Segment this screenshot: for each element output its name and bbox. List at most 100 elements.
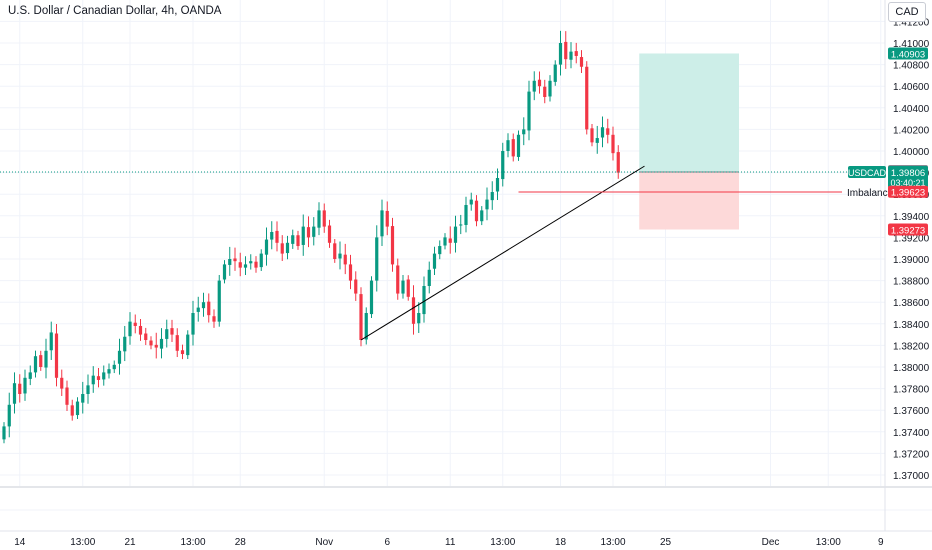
candle-body bbox=[217, 280, 221, 322]
candle-body bbox=[396, 265, 400, 294]
x-tick-label: 18 bbox=[555, 537, 567, 548]
candle-body bbox=[49, 332, 53, 351]
candle-body bbox=[511, 139, 515, 157]
candle-body bbox=[380, 210, 384, 237]
candle-body bbox=[285, 242, 290, 254]
candle-body bbox=[338, 253, 342, 259]
candle-body bbox=[123, 336, 127, 352]
y-tick-label: 1.37600 bbox=[893, 406, 930, 417]
candle-body bbox=[558, 43, 563, 65]
candle-body bbox=[490, 192, 494, 201]
candle-body bbox=[264, 239, 269, 255]
candle-body bbox=[254, 261, 258, 268]
y-tick-label: 1.38400 bbox=[893, 320, 930, 331]
candle-body bbox=[616, 152, 620, 173]
x-tick-label: 9 bbox=[878, 537, 884, 548]
currency-button[interactable]: CAD bbox=[888, 2, 926, 22]
current-price-text: 1.39806 bbox=[891, 168, 925, 179]
candle-body bbox=[249, 261, 253, 264]
candle-body bbox=[469, 199, 473, 205]
candle-body bbox=[154, 344, 158, 348]
candle-body bbox=[306, 227, 311, 238]
candle-body bbox=[233, 258, 237, 262]
candle-body bbox=[12, 383, 17, 404]
candle-body bbox=[553, 64, 557, 82]
candle-body bbox=[333, 243, 337, 259]
candle-body bbox=[390, 226, 395, 265]
trendline bbox=[360, 165, 645, 341]
candle-body bbox=[201, 302, 206, 309]
candle-body bbox=[432, 253, 437, 269]
price-tag-target bbox=[888, 47, 928, 60]
candle-body bbox=[70, 405, 74, 416]
candle-body bbox=[165, 329, 169, 339]
candle-body bbox=[270, 232, 274, 240]
y-tick-label: 1.39000 bbox=[893, 255, 930, 266]
loss-zone bbox=[639, 171, 739, 230]
x-tick-label: 28 bbox=[235, 537, 247, 548]
y-tick-label: 1.37800 bbox=[893, 385, 930, 396]
candle-body bbox=[569, 51, 573, 60]
candle-body bbox=[574, 51, 578, 56]
candle-body bbox=[595, 138, 599, 143]
candle-body bbox=[427, 269, 431, 286]
candle-body bbox=[385, 210, 389, 227]
grid bbox=[0, 0, 932, 532]
y-tick-label: 1.39200 bbox=[893, 233, 930, 244]
candle-body bbox=[527, 91, 531, 131]
price-tag-text-imbalance: 1.39623 bbox=[891, 188, 925, 199]
candle-body bbox=[280, 243, 284, 254]
y-tick-label: 1.39400 bbox=[893, 212, 930, 223]
y-tick-label: 1.40800 bbox=[893, 61, 930, 72]
candle-body bbox=[102, 372, 106, 380]
candle-body bbox=[212, 316, 216, 322]
candle-body bbox=[590, 128, 594, 143]
candle-body bbox=[438, 246, 442, 255]
y-tick-label: 1.40200 bbox=[893, 125, 930, 136]
time-axis: 14 13:00 21 13:00 28 Nov 6 11 13:00 18 13:00 25 Dec 1… bbox=[14, 537, 884, 548]
y-tick-label: 1.40000 bbox=[893, 147, 930, 158]
x-tick-label: 21 bbox=[124, 537, 136, 548]
candle-body bbox=[474, 200, 479, 222]
candle-body bbox=[537, 79, 542, 87]
candle-body bbox=[359, 294, 363, 340]
candle-body bbox=[327, 225, 332, 243]
candle-body bbox=[196, 307, 200, 312]
candles bbox=[2, 30, 620, 444]
candle-body bbox=[422, 286, 426, 315]
y-tick-label: 1.37000 bbox=[893, 471, 930, 482]
symbol-title: U.S. Dollar / Canadian Dollar, 4h, OANDA bbox=[8, 5, 222, 17]
candle-body bbox=[243, 264, 248, 268]
y-tick-label: 1.38200 bbox=[893, 341, 930, 352]
candle-body bbox=[186, 334, 190, 356]
candle-body bbox=[600, 127, 605, 138]
candle-body bbox=[86, 385, 90, 394]
drawings: Imbalance bbox=[0, 165, 894, 341]
y-tick-label: 1.40400 bbox=[893, 104, 930, 115]
candle-body bbox=[207, 301, 211, 316]
price-tag-text-target: 1.40903 bbox=[891, 49, 925, 60]
candle-body bbox=[128, 321, 132, 337]
profit-zone bbox=[639, 53, 739, 172]
symbol-tag-text: USDCAD bbox=[848, 168, 887, 178]
x-tick-label: 25 bbox=[660, 537, 672, 548]
candle-body bbox=[401, 280, 405, 294]
candle-body bbox=[501, 151, 505, 180]
y-tick-label: 1.38800 bbox=[893, 277, 930, 288]
x-tick-label: 14 bbox=[14, 537, 26, 548]
candle-body bbox=[133, 322, 137, 326]
x-tick-label: 13:00 bbox=[70, 537, 95, 548]
x-tick-label: 13:00 bbox=[600, 537, 625, 548]
candle-body bbox=[191, 313, 195, 335]
candle-body bbox=[238, 262, 242, 268]
candle-body bbox=[548, 80, 552, 97]
candle-body bbox=[322, 210, 326, 227]
y-tick-label: 1.41000 bbox=[893, 39, 930, 50]
candle-body bbox=[611, 134, 615, 154]
candle-body bbox=[459, 224, 463, 226]
candle-body bbox=[170, 328, 174, 335]
candle-body bbox=[138, 325, 143, 335]
candle-body bbox=[33, 356, 38, 373]
candle-body bbox=[354, 279, 358, 294]
